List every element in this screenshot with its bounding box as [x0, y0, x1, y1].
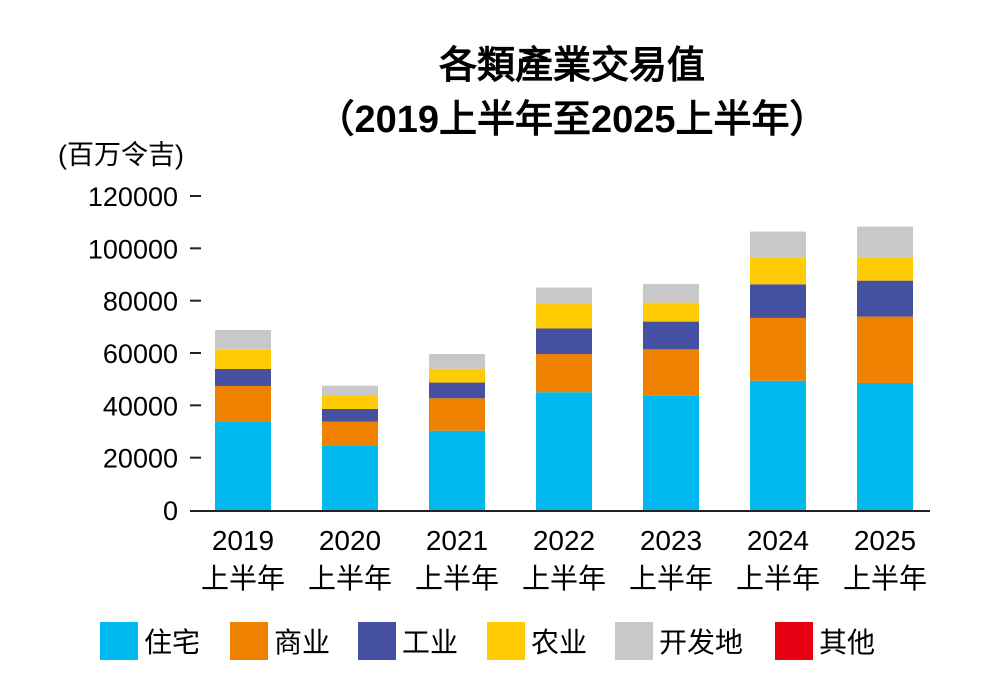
bar-segment-住宅	[643, 395, 699, 510]
bar-segment-开发地	[750, 231, 806, 258]
legend-item: 商业	[230, 622, 330, 660]
bar-segment-商业	[215, 385, 271, 422]
bar-segment-住宅	[322, 445, 378, 510]
bar-segment-开发地	[857, 226, 913, 258]
bar-segment-商业	[322, 421, 378, 446]
x-tick-label-year: 2021	[426, 525, 488, 556]
bar-segment-住宅	[750, 380, 806, 510]
bar-segment-商业	[643, 349, 699, 396]
legend-swatch	[100, 622, 138, 660]
legend-swatch	[230, 622, 268, 660]
x-tick-label-period: 上半年	[415, 563, 499, 594]
bar-segment-农业	[857, 257, 913, 281]
bar-segment-工业	[750, 284, 806, 318]
y-tick-label: 100000	[88, 234, 178, 264]
x-tick-label-period: 上半年	[736, 563, 820, 594]
legend-label: 住宅	[144, 627, 200, 658]
legend-label: 农业	[531, 627, 587, 658]
bar-segment-商业	[536, 354, 592, 393]
legend-swatch	[358, 622, 396, 660]
legend-label: 开发地	[659, 627, 743, 658]
bar-segment-农业	[429, 368, 485, 383]
legend-item: 住宅	[100, 622, 200, 660]
x-tick-label-year: 2025	[854, 525, 916, 556]
x-tick-label-year: 2022	[533, 525, 595, 556]
y-tick-label: 120000	[88, 182, 178, 212]
bar-segment-农业	[536, 304, 592, 329]
legend-label: 工业	[402, 627, 458, 658]
legend-item: 农业	[487, 622, 587, 660]
bar-segment-商业	[750, 317, 806, 381]
y-axis-unit-label: (百万令吉)	[58, 140, 184, 170]
x-tick-label-period: 上半年	[522, 563, 606, 594]
y-tick-label: 40000	[103, 391, 178, 421]
legend-label: 商业	[274, 627, 330, 658]
bar-segment-工业	[322, 408, 378, 422]
x-tick-label-period: 上半年	[308, 563, 392, 594]
chart-subtitle: （2019上半年至2025上半年）	[316, 99, 827, 141]
legend-item: 开发地	[615, 622, 743, 660]
bar-segment-农业	[215, 349, 271, 369]
bar-segment-农业	[750, 257, 806, 285]
y-tick-label: 80000	[103, 287, 178, 317]
legend-label: 其他	[819, 627, 875, 658]
legend-item: 工业	[358, 622, 458, 660]
bar-segment-农业	[643, 302, 699, 322]
bar-segment-开发地	[429, 354, 485, 369]
legend-swatch	[487, 622, 525, 660]
bar-segment-住宅	[536, 392, 592, 510]
bar-segment-开发地	[536, 287, 592, 305]
bar-segment-商业	[429, 398, 485, 431]
legend-swatch	[615, 622, 653, 660]
x-tick-label-period: 上半年	[201, 563, 285, 594]
x-tick-label-year: 2023	[640, 525, 702, 556]
bar-segment-住宅	[857, 382, 913, 510]
bar-segment-工业	[857, 280, 913, 317]
bar-segment-住宅	[429, 430, 485, 510]
legend-swatch	[775, 622, 813, 660]
bar-segment-住宅	[215, 421, 271, 510]
bar-segment-工业	[429, 382, 485, 399]
chart-title: 各類產業交易值	[439, 44, 705, 87]
x-tick-label-year: 2024	[747, 525, 809, 556]
bar-segment-工业	[215, 368, 271, 386]
x-tick-label-period: 上半年	[843, 563, 927, 594]
bar-segment-开发地	[215, 329, 271, 350]
bar-segment-农业	[322, 394, 378, 409]
x-tick-label-year: 2019	[212, 525, 274, 556]
bar-segment-工业	[536, 328, 592, 355]
bar-segment-开发地	[322, 385, 378, 395]
x-tick-label-year: 2020	[319, 525, 381, 556]
bar-segment-工业	[643, 321, 699, 350]
y-tick-label: 0	[163, 496, 178, 526]
x-tick-label-period: 上半年	[629, 563, 713, 594]
y-tick-label: 20000	[103, 444, 178, 474]
bar-segment-开发地	[643, 283, 699, 303]
legend-item: 其他	[775, 622, 875, 660]
bar-segment-商业	[857, 316, 913, 383]
y-tick-label: 60000	[103, 339, 178, 369]
